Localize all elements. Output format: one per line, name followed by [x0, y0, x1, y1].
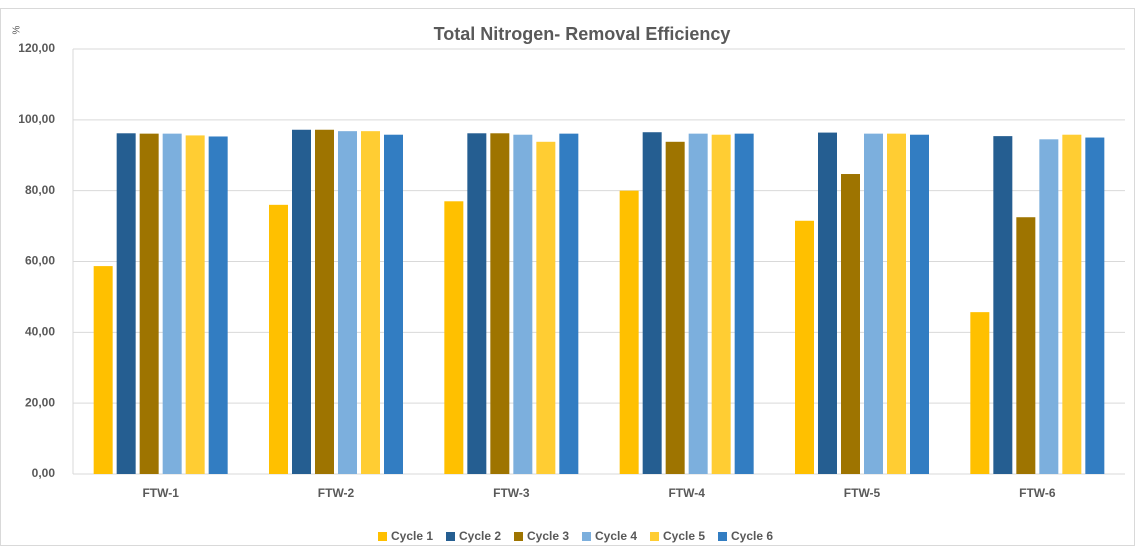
- bar: [93, 266, 113, 474]
- x-tick-label: FTW-4: [668, 486, 705, 500]
- bar: [513, 134, 533, 475]
- bar: [361, 131, 380, 474]
- bar: [1085, 137, 1105, 474]
- y-tick-label: 120,00: [18, 41, 55, 55]
- bar: [864, 133, 883, 475]
- x-tick-label: FTW-2: [318, 486, 355, 500]
- bar: [208, 136, 228, 474]
- y-tick-label: 80,00: [25, 183, 55, 197]
- y-tick-label: 20,00: [25, 395, 55, 409]
- x-tick-label: FTW-5: [844, 486, 881, 500]
- x-tick-label: FTW-6: [1019, 486, 1056, 500]
- legend-swatch: [650, 532, 659, 541]
- bar: [269, 204, 288, 475]
- y-tick-label: 40,00: [25, 325, 55, 339]
- bar: [818, 132, 837, 475]
- legend-label: Cycle 3: [527, 529, 569, 543]
- bar: [887, 133, 906, 475]
- bar: [1016, 217, 1036, 474]
- legend-swatch: [378, 532, 387, 541]
- bar: [1039, 139, 1059, 474]
- bar: [315, 129, 334, 474]
- bar: [338, 131, 357, 474]
- bar: [1062, 134, 1082, 475]
- legend-swatch: [582, 532, 591, 541]
- bar: [559, 133, 579, 475]
- bar: [841, 174, 860, 475]
- bar: [711, 134, 731, 475]
- legend-swatch: [446, 532, 455, 541]
- legend-label: Cycle 5: [663, 529, 705, 543]
- bar: [993, 136, 1013, 474]
- legend-label: Cycle 1: [391, 529, 433, 543]
- y-tick-label: 60,00: [25, 254, 55, 268]
- bar: [970, 312, 990, 474]
- legend-label: Cycle 6: [731, 529, 773, 543]
- bar: [642, 132, 662, 474]
- bar: [795, 220, 814, 474]
- bar: [536, 141, 556, 474]
- x-tick-label: FTW-1: [142, 486, 179, 500]
- y-tick-label: 0,00: [32, 466, 56, 480]
- bar: [665, 141, 685, 474]
- bar: [619, 190, 639, 474]
- bar: [139, 133, 159, 475]
- bar: [734, 133, 754, 475]
- legend-swatch: [514, 532, 523, 541]
- bar: [116, 133, 136, 474]
- x-tick-label: FTW-3: [493, 486, 530, 500]
- legend-label: Cycle 4: [595, 529, 637, 543]
- y-tick-label: 100,00: [18, 112, 55, 126]
- bar: [185, 135, 205, 474]
- bar: [467, 133, 487, 474]
- y-axis-label: %: [12, 25, 23, 34]
- bar: [910, 134, 929, 475]
- bar: [444, 201, 464, 474]
- legend-swatch: [718, 532, 727, 541]
- bar: [490, 133, 510, 474]
- bar: [688, 133, 708, 475]
- bar: [384, 134, 403, 475]
- bar: [162, 133, 182, 475]
- legend-label: Cycle 2: [459, 529, 501, 543]
- bar: [292, 129, 311, 474]
- chart-title: Total Nitrogen- Removal Efficiency: [434, 24, 731, 44]
